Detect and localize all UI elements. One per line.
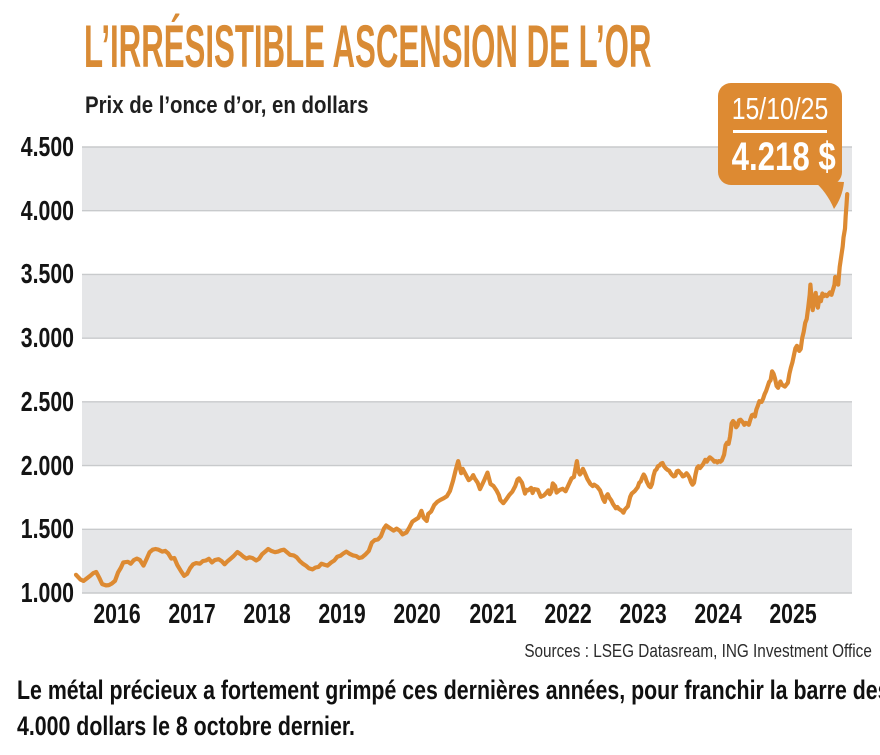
caption: Le métal précieux a fortement grimpé ces… — [17, 672, 880, 744]
band-row — [82, 529, 852, 593]
band-row — [82, 401, 852, 466]
x-axis-label: 2021 — [468, 598, 517, 629]
x-axis-label: 2025 — [769, 598, 817, 629]
callout-tail — [814, 181, 844, 209]
band-row — [82, 274, 852, 339]
y-axis-label: 1.000 — [20, 577, 74, 608]
y-axis-label: 1.500 — [20, 513, 74, 545]
callout-date: 15/10/25 — [731, 91, 829, 126]
y-axis-label: 4.500 — [20, 131, 74, 162]
callout-divider — [733, 130, 827, 133]
x-axis-label: 2022 — [543, 598, 592, 629]
x-axis-label: 2016 — [93, 598, 141, 629]
x-axis-label: 2017 — [168, 598, 216, 629]
price-line-chart — [73, 146, 852, 594]
x-axis-label: 2024 — [694, 598, 742, 629]
caption-line-1: Le métal précieux a fortement grimpé ces… — [17, 675, 880, 705]
chart-subtitle: Prix de l’once d’or, en dollars — [85, 92, 369, 119]
price-callout-badge: 15/10/25 4.218 $ — [718, 83, 842, 185]
y-axis-label: 2.500 — [20, 385, 74, 417]
caption-line-2: 4.000 dollars le 8 octobre dernier. — [17, 711, 355, 741]
page-title: L’IRRÉSISTIBLE ASCENSION DE L’OR — [84, 13, 652, 80]
x-axis-label: 2019 — [318, 598, 366, 629]
x-axis-label: 2018 — [243, 598, 291, 629]
y-axis-label: 2.000 — [20, 449, 74, 481]
x-axis-label: 2023 — [619, 598, 667, 629]
y-axis-label: 3.000 — [20, 322, 74, 354]
source-credit: Sources : LSEG Datasream, ING Investment… — [524, 641, 872, 661]
y-axis-label: 3.500 — [20, 258, 74, 290]
gold-price-line — [73, 192, 850, 588]
x-axis-label: 2020 — [393, 598, 442, 629]
y-axis-label: 4.000 — [20, 194, 74, 226]
callout-value: 4.218 $ — [731, 135, 836, 179]
